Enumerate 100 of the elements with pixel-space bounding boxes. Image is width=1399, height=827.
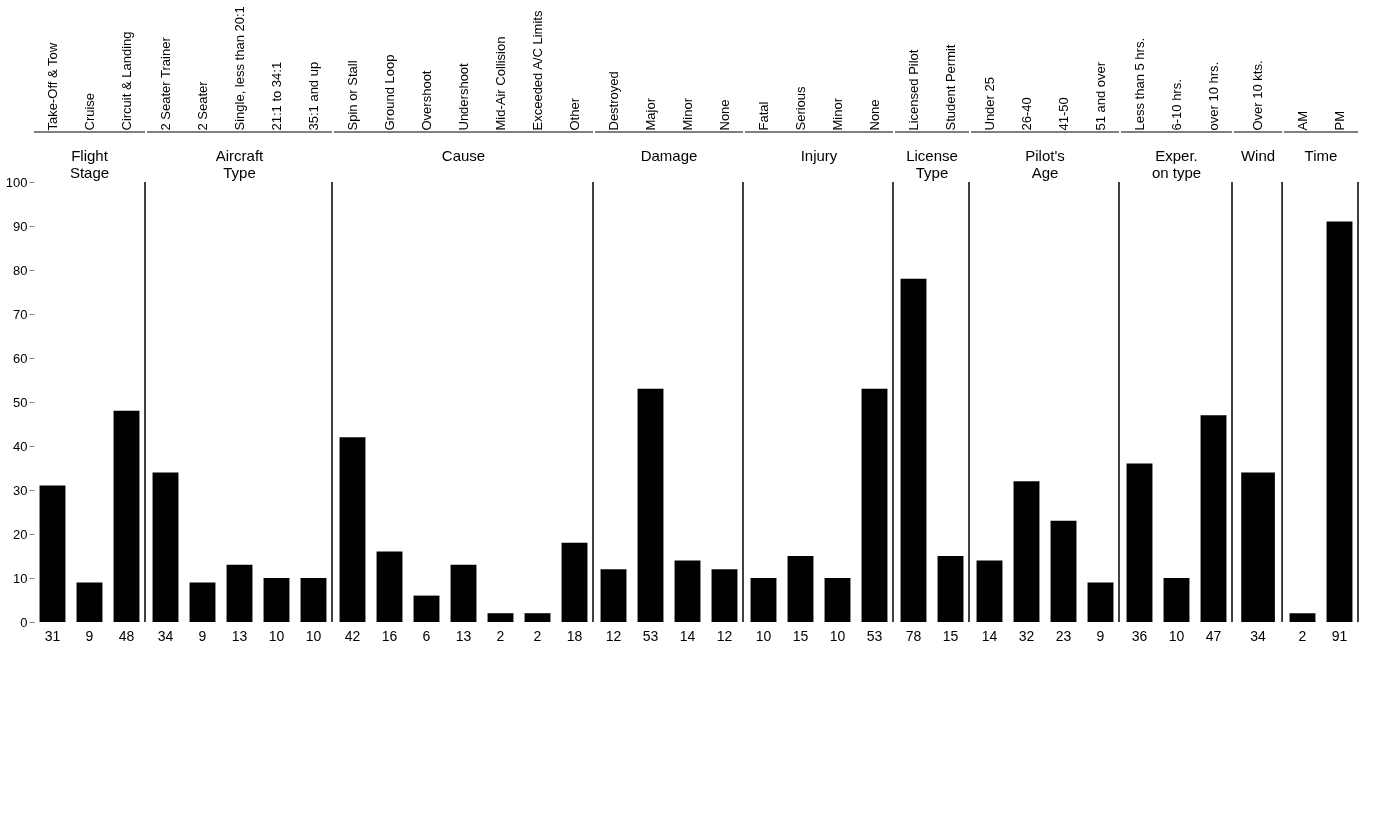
x-tick-label: Other — [566, 97, 582, 131]
x-tick-label: Exceeded A/C Limits — [529, 10, 545, 131]
x-tick-label: Mid-Air Collision — [492, 36, 508, 131]
data-label: 10 — [268, 628, 285, 644]
y-tick-label: 80 — [13, 262, 28, 278]
data-label: 10 — [829, 628, 846, 644]
x-tick-label: Minor — [679, 97, 695, 131]
data-label: 14 — [679, 628, 696, 644]
data-label: 6 — [422, 628, 431, 644]
data-label: 12 — [605, 628, 622, 644]
chart-title: Pilot's Age — [1025, 147, 1065, 181]
chart-title: Time — [1304, 147, 1338, 164]
bar — [976, 560, 1003, 622]
bar — [300, 578, 327, 622]
x-tick-label: 51 and over — [1092, 61, 1108, 131]
bar — [524, 613, 551, 622]
data-label: 14 — [981, 628, 998, 644]
x-tick-label: PM — [1331, 111, 1347, 131]
x-tick-label: Major — [642, 97, 658, 131]
data-label: 2 — [496, 628, 505, 644]
y-tick-label: 10 — [13, 570, 28, 586]
data-label: 10 — [755, 628, 772, 644]
data-label: 47 — [1205, 628, 1222, 644]
bar — [413, 595, 440, 622]
bar — [376, 551, 403, 622]
y-tick-label: 90 — [13, 218, 28, 234]
bar — [1013, 481, 1040, 622]
data-label: 16 — [381, 628, 398, 644]
data-label: 36 — [1131, 628, 1148, 644]
data-label: 34 — [157, 628, 174, 644]
data-label: 15 — [792, 628, 809, 644]
x-tick-label: Serious — [792, 85, 808, 131]
chart-title: Exper. on type — [1151, 147, 1202, 181]
x-tick-label: Overshoot — [418, 70, 434, 131]
x-tick-label: Minor — [829, 97, 845, 131]
bar — [113, 410, 140, 622]
chart-title: Flight Stage — [69, 147, 110, 181]
bar — [226, 564, 253, 622]
x-tick-label: None — [866, 99, 882, 131]
x-tick-label: Circuit & Landing — [118, 31, 134, 131]
bar — [1050, 520, 1077, 622]
data-label: 34 — [1250, 628, 1267, 644]
x-tick-label: Destroyed — [605, 71, 621, 131]
data-label: 12 — [716, 628, 733, 644]
data-label: 48 — [118, 628, 135, 644]
bar — [561, 542, 588, 622]
data-label: 10 — [305, 628, 322, 644]
chart-title: Wind — [1240, 147, 1276, 164]
x-tick-label: Take-Off & Tow — [44, 42, 60, 131]
x-tick-label: Cruise — [81, 92, 97, 131]
bar — [487, 613, 514, 622]
chart-title: Damage — [640, 147, 698, 164]
x-tick-label: Over 10 kts. — [1250, 60, 1266, 131]
x-tick-label: Undershoot — [455, 62, 471, 131]
data-label: 42 — [344, 628, 361, 644]
y-tick-label: 100 — [5, 174, 28, 190]
x-tick-label: 21:1 to 34:1 — [268, 61, 284, 131]
x-tick-label: 2 Seater Trainer — [157, 36, 173, 131]
data-label: 53 — [642, 628, 659, 644]
x-tick-label: 6-10 hrs. — [1168, 79, 1184, 131]
y-tick-label: 30 — [13, 482, 28, 498]
data-label: 15 — [942, 628, 959, 644]
data-label: 23 — [1055, 628, 1072, 644]
chart-title: Aircraft Type — [215, 147, 265, 181]
x-tick-label: 2 Seater — [194, 80, 210, 131]
x-tick-label: Single, less than 20:1 — [231, 6, 247, 131]
data-label: 13 — [455, 628, 472, 644]
x-tick-label: 26-40 — [1018, 97, 1034, 131]
x-tick-label: Spin or Stall — [344, 60, 360, 131]
x-tick-label: Student Permit — [942, 44, 958, 131]
y-tick-label: 20 — [13, 526, 28, 542]
bar — [339, 437, 366, 622]
data-label: 13 — [231, 628, 248, 644]
x-tick-label: over 10 hrs. — [1205, 61, 1221, 131]
bar — [1087, 582, 1114, 622]
bar — [152, 472, 179, 622]
y-tick-label: 0 — [20, 614, 28, 630]
y-tick-label: 60 — [13, 350, 28, 366]
data-label: 31 — [44, 628, 61, 644]
x-tick-label: Ground Loop — [381, 54, 397, 131]
bar — [76, 582, 103, 622]
x-tick-label: 35:1 and up — [305, 61, 321, 131]
data-label: 9 — [198, 628, 207, 644]
x-tick-label: Under 25 — [981, 77, 997, 131]
chart-title: Cause — [441, 147, 486, 164]
bar — [263, 578, 290, 622]
data-label: 10 — [1168, 628, 1185, 644]
y-tick-label: 40 — [13, 438, 28, 454]
data-label: 32 — [1018, 628, 1035, 644]
x-tick-label: AM — [1294, 111, 1310, 131]
bar — [189, 582, 216, 622]
data-label: 9 — [85, 628, 94, 644]
chart-title: Injury — [800, 147, 838, 164]
bar — [450, 564, 477, 622]
chart-title: License Type — [906, 147, 958, 181]
x-tick-label: 41-50 — [1055, 97, 1071, 131]
x-tick-label: Fatal — [755, 101, 771, 131]
data-label: 18 — [566, 628, 583, 644]
y-tick-label: 70 — [13, 306, 28, 322]
x-tick-label: None — [716, 99, 732, 131]
